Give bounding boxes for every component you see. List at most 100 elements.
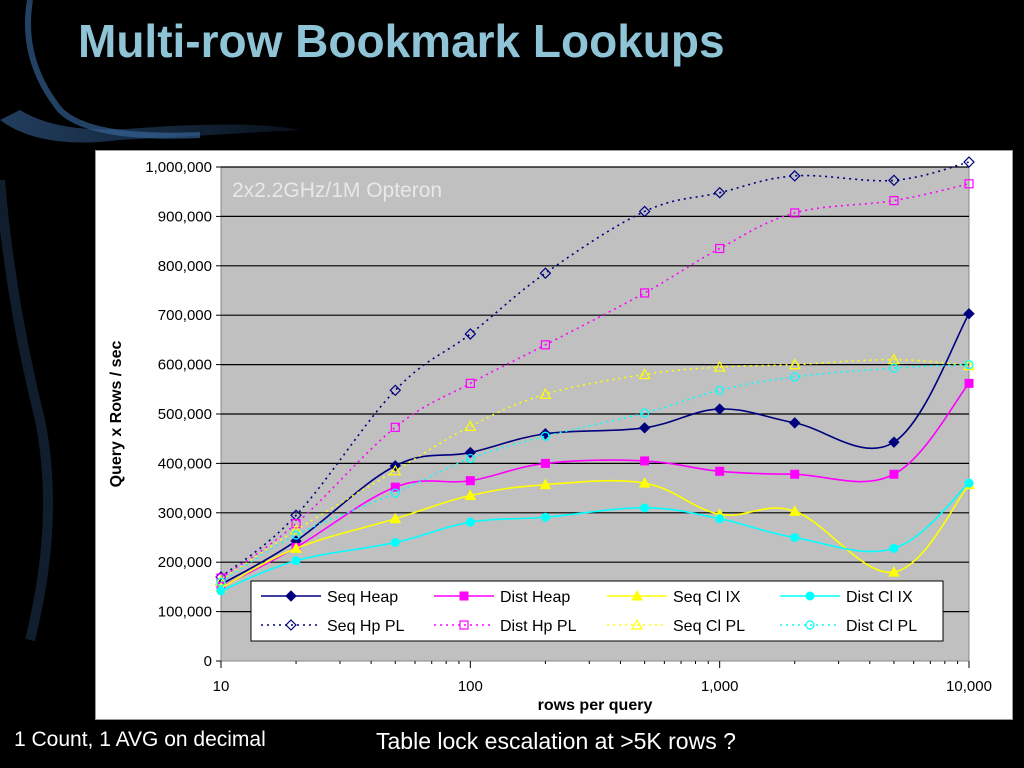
legend-label: Dist Cl PL: [846, 618, 917, 635]
y-tick-label: 300,000: [158, 505, 212, 522]
footer-note-right: Table lock escalation at >5K rows ?: [376, 728, 736, 754]
data-point: [964, 378, 974, 388]
data-point: [465, 517, 475, 527]
data-point: [539, 267, 552, 280]
legend-item: Seq Hp PL: [261, 618, 404, 635]
y-tick-label: 400,000: [158, 455, 212, 472]
y-tick-label: 500,000: [158, 406, 212, 423]
series-line: [220, 382, 970, 588]
data-point: [290, 509, 302, 522]
y-axis-ticks: 0 100,000 200,000 300,000 400,000 500,000 600,…: [145, 159, 221, 670]
chart-frame: 0 100,000 200,000 300,000 400,000 500,000 600,…: [95, 150, 1013, 720]
data-point: [291, 519, 301, 529]
legend-swatch-marker: [630, 618, 644, 630]
legend-label: Seq Cl IX: [673, 589, 741, 606]
data-point: [290, 523, 303, 535]
x-tick-label: 10,000: [946, 678, 992, 695]
series-line: [220, 479, 970, 589]
legend-item: Dist Cl IX: [780, 589, 913, 606]
data-point: [888, 436, 900, 448]
data-point: [539, 478, 552, 490]
data-point: [889, 363, 899, 373]
data-point: [964, 360, 974, 370]
data-point: [713, 186, 726, 199]
x-tick-label: 10: [213, 678, 230, 695]
series-line: [220, 482, 970, 592]
data-point: [464, 328, 477, 340]
legend-swatch-marker: [459, 620, 469, 630]
y-tick-label: 600,000: [158, 357, 212, 374]
data-point: [216, 577, 226, 587]
legend-item: Dist Cl PL: [780, 618, 917, 635]
series-line: [220, 313, 970, 586]
data-point: [889, 195, 899, 206]
legend: Seq Heap Dist Heap Seq Cl IX Dist Cl IX Seq …: [250, 580, 944, 642]
chart-annotation: 2x2.2GHz/1M Opteron: [232, 179, 442, 202]
data-point: [540, 458, 550, 468]
data-point: [540, 340, 550, 350]
legend-label: Dist Heap: [500, 589, 570, 606]
data-point: [390, 537, 400, 547]
data-point: [789, 417, 801, 429]
series-line: [220, 161, 970, 578]
series-seq-hp-pl: [215, 156, 975, 583]
legend-label: Dist Cl IX: [846, 589, 913, 606]
y-tick-label: 200,000: [158, 554, 212, 571]
data-point: [291, 556, 301, 566]
data-point: [539, 388, 552, 399]
legend-swatch-marker: [285, 590, 297, 602]
data-point: [715, 466, 725, 476]
series-dist-cl-pl: [216, 360, 974, 587]
data-point: [390, 422, 400, 432]
data-point: [389, 512, 402, 524]
data-point: [540, 512, 550, 522]
data-point: [464, 489, 477, 501]
x-axis-label: rows per query: [538, 697, 653, 714]
data-point: [389, 384, 402, 397]
line-chart: 0 100,000 200,000 300,000 400,000 500,000 600,…: [108, 156, 992, 714]
legend-label: Seq Heap: [327, 589, 398, 606]
legend-item: Dist Hp PL: [434, 618, 577, 635]
data-point: [715, 243, 725, 254]
data-point: [638, 422, 651, 434]
gridlines: [221, 166, 969, 613]
data-point: [214, 574, 228, 586]
data-point: [640, 456, 650, 466]
data-point: [715, 514, 725, 524]
y-axis-label: Query x Rows / sec: [108, 341, 125, 488]
legend-item: Dist Heap: [434, 589, 570, 606]
data-point: [964, 478, 974, 488]
series-group: [214, 156, 976, 596]
data-point: [713, 403, 726, 415]
data-point: [888, 566, 900, 577]
data-point: [964, 179, 974, 189]
data-point: [216, 573, 226, 583]
data-point: [640, 288, 650, 298]
data-point: [963, 156, 975, 168]
data-point: [640, 503, 650, 513]
series-dist-cl-ix: [216, 478, 974, 596]
data-point: [390, 488, 400, 498]
series-dist-hp-pl: [216, 179, 974, 583]
data-point: [291, 530, 301, 540]
legend-box: [250, 580, 944, 642]
data-point: [638, 368, 651, 380]
data-point: [713, 360, 726, 372]
y-tick-label: 1,000,000: [145, 159, 212, 176]
legend-item: Seq Heap: [261, 589, 398, 606]
y-tick-label: 0: [204, 653, 212, 670]
data-point: [790, 469, 800, 479]
data-point: [640, 408, 650, 418]
series-line: [220, 183, 970, 579]
slide-title: Multi-row Bookmark Lookups: [78, 15, 725, 67]
y-tick-label: 700,000: [158, 307, 212, 324]
legend-label: Dist Hp PL: [500, 618, 577, 635]
x-tick-label: 1,000: [701, 678, 739, 695]
data-point: [290, 542, 302, 553]
data-point: [390, 482, 400, 492]
data-point: [465, 476, 475, 486]
data-point: [790, 372, 800, 382]
y-tick-label: 900,000: [158, 208, 212, 225]
legend-item: Seq Cl PL: [607, 618, 745, 635]
